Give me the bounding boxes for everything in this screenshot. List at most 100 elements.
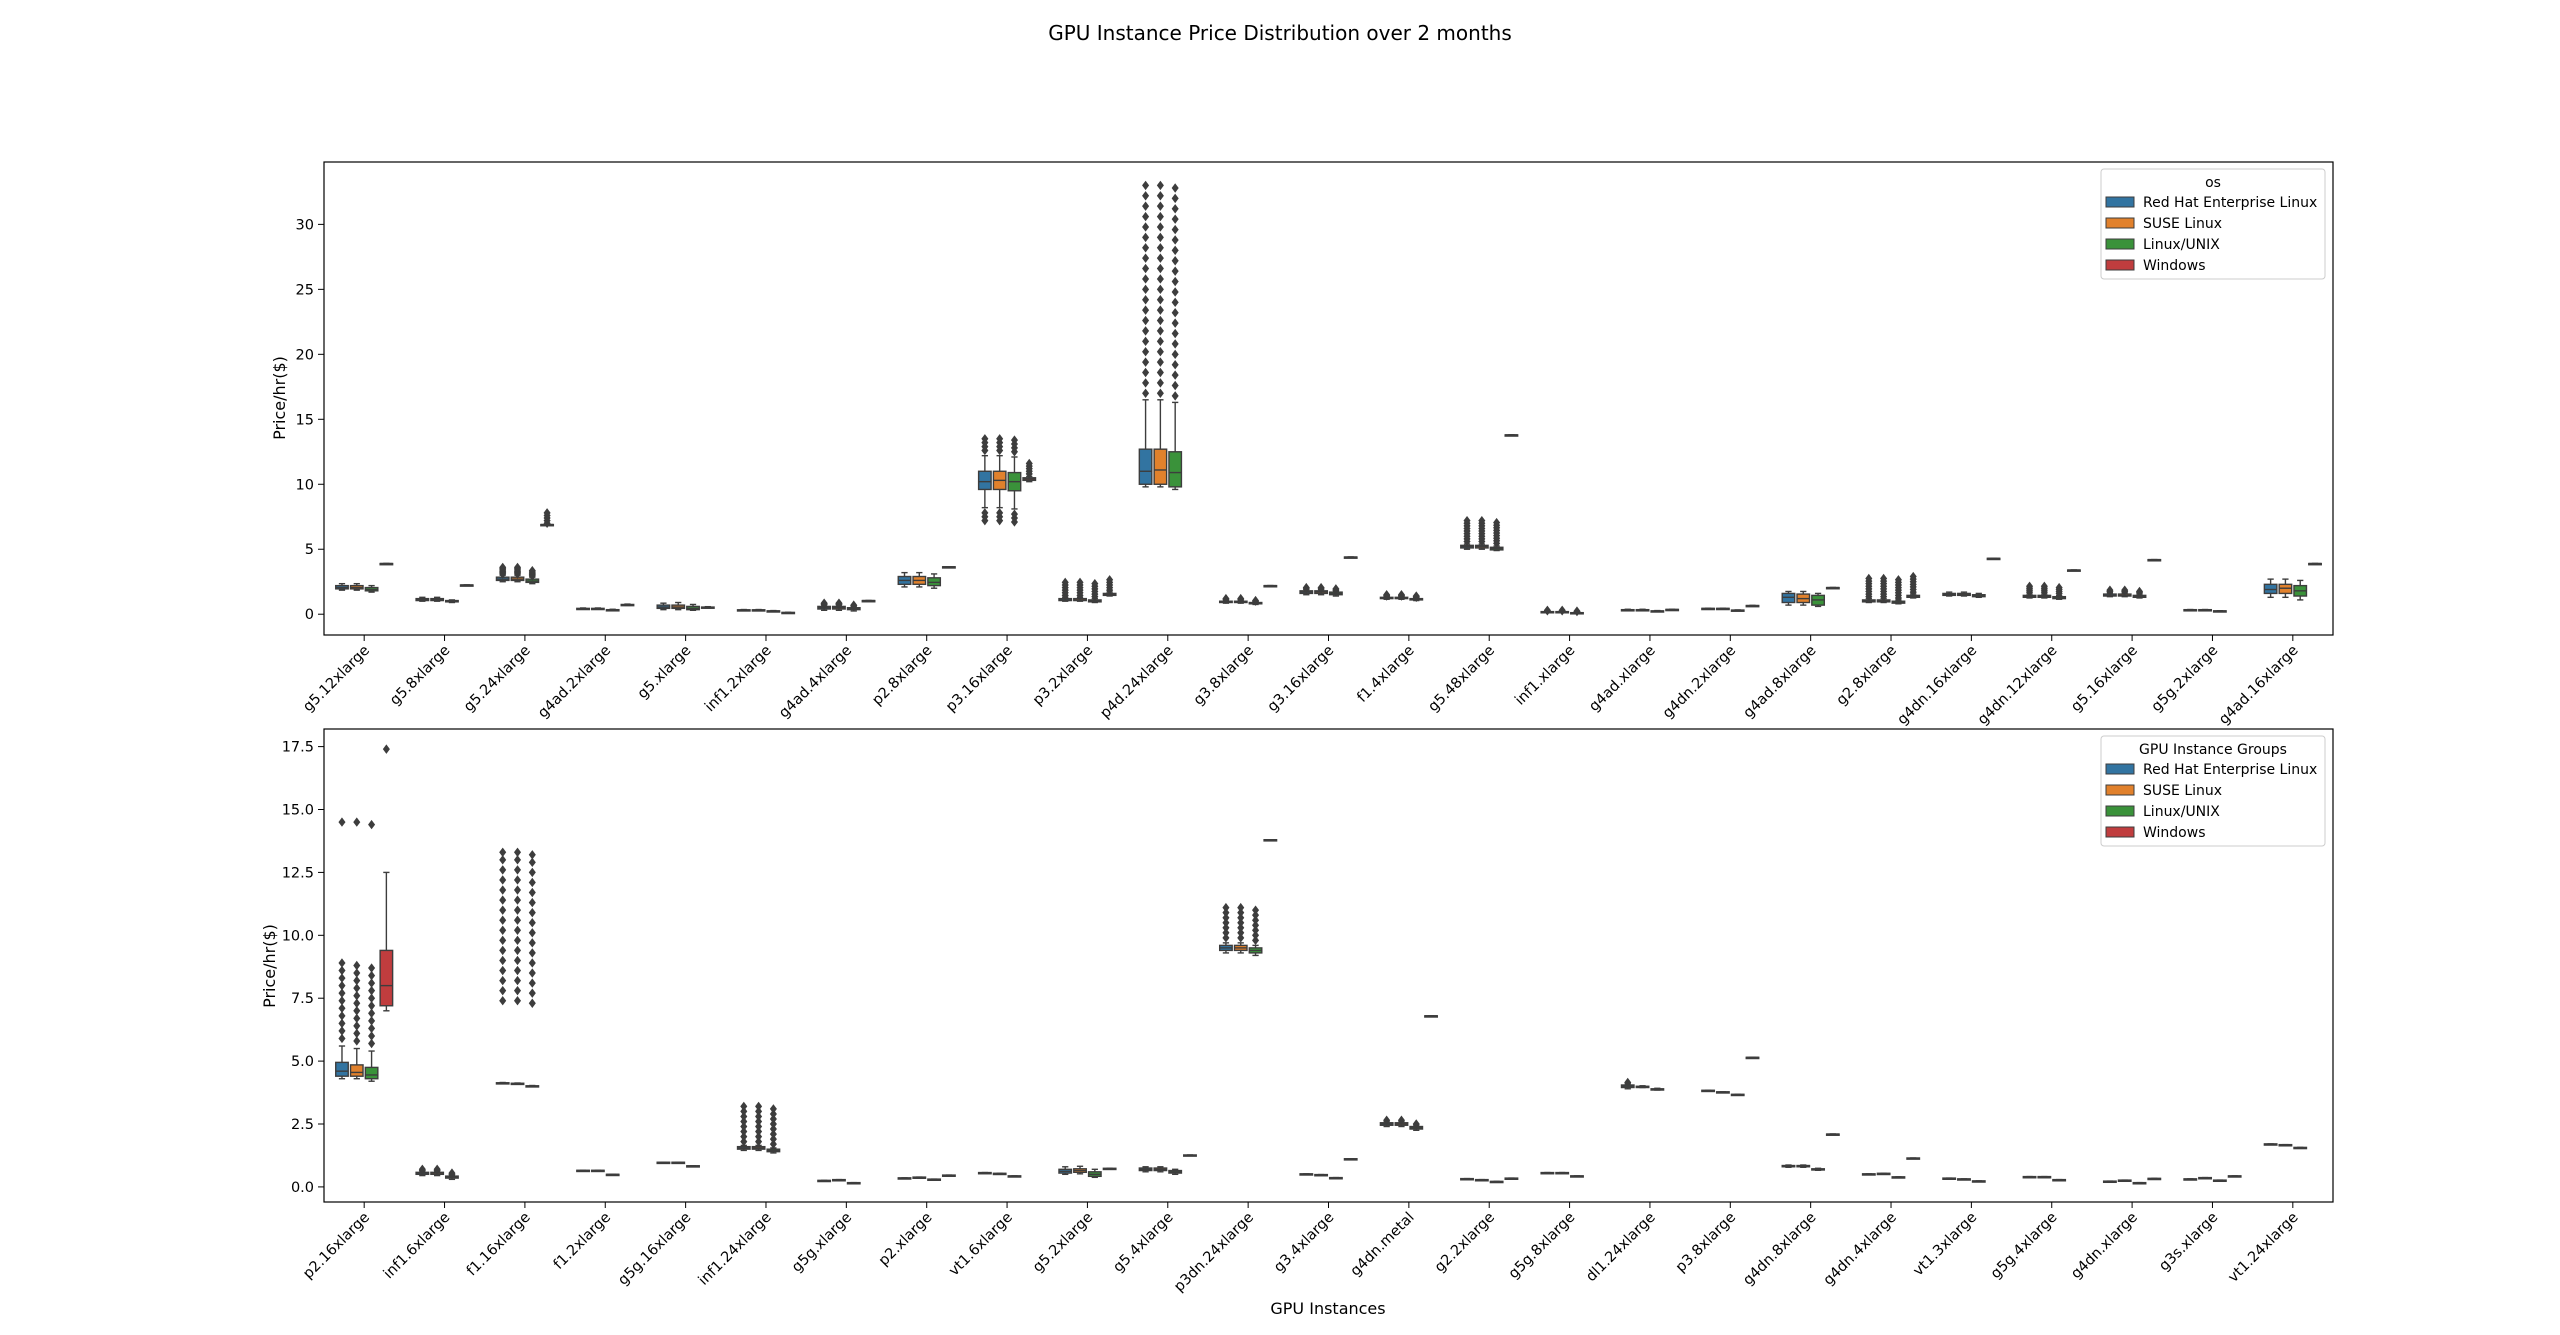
top-box-p3-2xlarge-suse-linux — [1073, 577, 1087, 602]
outlier-point — [499, 855, 507, 865]
top-box-g3-8xlarge-red-hat-enterprise-linux — [1218, 593, 1233, 604]
top-axes-frame — [323, 161, 2334, 636]
outlier-point — [528, 938, 536, 948]
outlier-point — [1237, 923, 1245, 933]
outlier-point — [769, 1109, 777, 1119]
bottom-box-p2-16xlarge-red-hat-enterprise-linux — [335, 817, 349, 1080]
outlier-point — [1171, 318, 1179, 328]
bottom-box-inf1-24xlarge-linux-unix — [766, 1104, 781, 1154]
outlier-point — [338, 988, 346, 998]
bottom-legend: GPU Instance Groups Red Hat Enterprise L… — [2100, 735, 2326, 847]
top-box-g5-xlarge-red-hat-enterprise-linux — [656, 602, 671, 611]
outlier-point — [1142, 326, 1150, 336]
bottom-box-g5g-xlarge-suse-linux — [831, 1178, 846, 1182]
outlier-point — [1156, 201, 1164, 211]
bottom-box-g5g-16xlarge-linux-unix — [686, 1165, 700, 1168]
outlier-point — [513, 925, 522, 935]
outlier-point — [528, 897, 536, 908]
bottom-y-tick-label: 0.0 — [291, 1180, 314, 1196]
outlier-point — [338, 1033, 346, 1044]
bottom-box-g3s-xlarge-windows — [2227, 1175, 2242, 1178]
top-y-tick-label: 15 — [296, 412, 314, 428]
outlier-point — [2055, 582, 2063, 593]
outlier-point — [1142, 201, 1150, 211]
top-box-inf1-2xlarge-windows — [781, 611, 796, 615]
outlier-point — [1156, 222, 1164, 232]
outlier-point — [368, 1001, 376, 1011]
outlier-point — [1010, 435, 1018, 445]
outlier-point — [769, 1139, 777, 1149]
outlier-point — [528, 850, 536, 860]
bottom-box-g4dn-8xlarge-linux-unix — [1811, 1167, 1826, 1171]
bottom-box-g5g-16xlarge-red-hat-enterprise-linux — [656, 1161, 671, 1165]
top-legend-swatch-linux — [2105, 238, 2135, 250]
bottom-box-inf1-24xlarge-suse-linux — [751, 1101, 766, 1152]
bottom-box-g4dn-8xlarge-suse-linux — [1796, 1164, 1811, 1168]
outlier-point — [1156, 180, 1164, 191]
bottom-legend-label-windows: Windows — [2143, 825, 2206, 841]
top-box-g5-8xlarge-windows — [459, 584, 474, 587]
outlier-point — [1156, 367, 1164, 378]
outlier-point — [1171, 224, 1179, 235]
bottom-box-g3-4xlarge-suse-linux — [1314, 1173, 1329, 1177]
outlier-point — [528, 988, 536, 998]
bottom-y-tick-label: 5.0 — [291, 1054, 314, 1070]
outlier-point — [1076, 577, 1084, 588]
outlier-point — [513, 955, 522, 966]
top-box-g5-12xlarge-suse-linux — [349, 582, 364, 591]
top-box-g4dn-2xlarge-windows — [1745, 604, 1760, 608]
outlier-point — [1237, 902, 1245, 913]
bottom-box-vt1-3xlarge-red-hat-enterprise-linux — [1942, 1177, 1957, 1180]
outlier-point — [499, 975, 507, 986]
bottom-box-g2-2xlarge-linux-unix — [1489, 1180, 1504, 1184]
outlier-point — [382, 744, 390, 754]
top-box-g5-xlarge-linux-unix — [686, 603, 700, 612]
top-legend-swatch-rhel — [2105, 196, 2135, 208]
outlier-point — [1142, 253, 1150, 263]
top-box-g4ad-16xlarge-windows — [2308, 562, 2322, 566]
top-box-g2-8xlarge-red-hat-enterprise-linux — [1861, 573, 1876, 604]
bottom-box-g4dn-metal-windows — [1424, 1015, 1439, 1018]
bottom-box-g3-4xlarge-windows — [1343, 1158, 1358, 1161]
outlier-point — [1171, 214, 1179, 224]
outlier-point — [1156, 274, 1164, 284]
outlier-point — [1142, 357, 1150, 367]
outlier-point — [755, 1106, 763, 1117]
top-box-g2-8xlarge-linux-unix — [1891, 575, 1906, 605]
top-box-g5-xlarge-suse-linux — [671, 601, 686, 611]
top-box-g4ad-4xlarge-suse-linux — [831, 598, 846, 612]
top-box-g5-24xlarge-linux-unix — [525, 565, 540, 585]
outlier-point — [1222, 918, 1230, 928]
bottom-box-f1-16xlarge-linux-unix — [525, 850, 540, 1088]
top-box-p2-8xlarge-suse-linux — [912, 571, 927, 588]
box-body — [379, 949, 394, 1007]
outlier-point — [1222, 902, 1230, 913]
bottom-box-g5-4xlarge-red-hat-enterprise-linux — [1138, 1166, 1153, 1173]
outlier-point — [1573, 606, 1581, 616]
outlier-point — [1252, 920, 1260, 930]
outlier-point — [1624, 1077, 1632, 1088]
top-box-g4ad-xlarge-suse-linux — [1635, 608, 1650, 612]
outlier-point — [1222, 907, 1230, 918]
top-box-p4d-24xlarge-linux-unix — [1168, 183, 1183, 491]
outlier-point — [1142, 180, 1150, 191]
outlier-point — [740, 1116, 748, 1127]
top-box-inf1-2xlarge-red-hat-enterprise-linux — [736, 608, 751, 612]
box-body — [364, 1066, 379, 1080]
bottom-box-g4dn-8xlarge-red-hat-enterprise-linux — [1781, 1164, 1796, 1168]
outlier-point — [499, 905, 507, 915]
outlier-point — [353, 998, 361, 1008]
top-box-g4ad-2xlarge-linux-unix — [605, 608, 620, 612]
outlier-point — [1237, 918, 1245, 928]
bottom-legend-swatch-linux — [2105, 805, 2135, 817]
outlier-point — [368, 978, 376, 988]
outlier-point — [499, 996, 507, 1006]
bottom-box-vt1-3xlarge-linux-unix — [1971, 1180, 1986, 1183]
outlier-point — [1142, 378, 1150, 388]
outlier-point — [528, 857, 536, 868]
outlier-point — [1237, 928, 1245, 938]
outlier-point — [433, 1164, 441, 1174]
outlier-point — [528, 948, 536, 958]
outlier-point — [1171, 256, 1179, 266]
outlier-point — [835, 598, 843, 608]
